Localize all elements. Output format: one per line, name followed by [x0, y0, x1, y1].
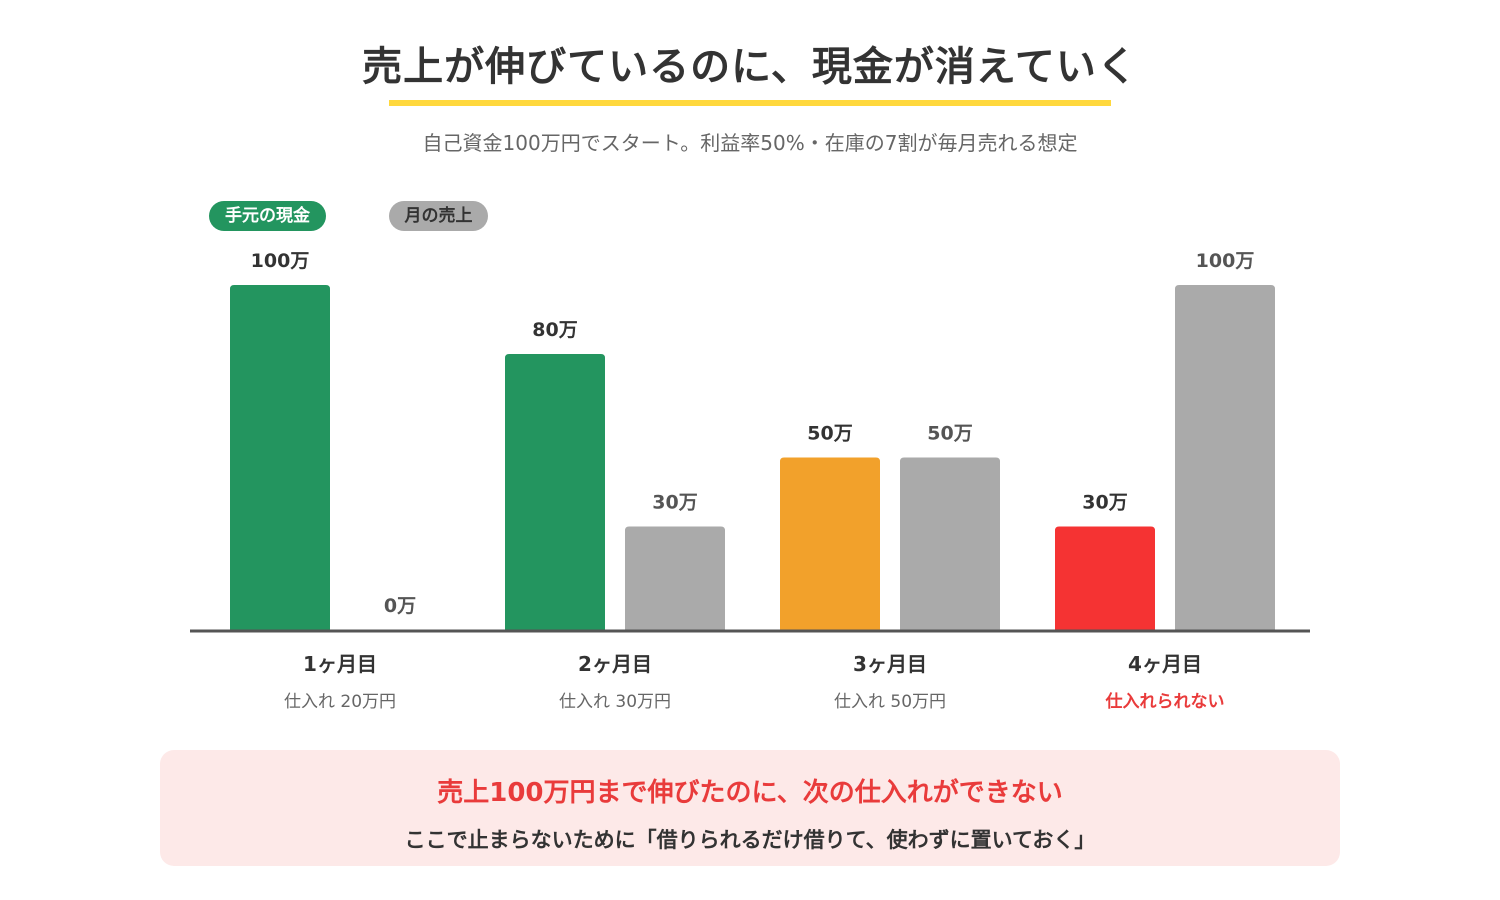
- callout-box: 売上100万円まで伸びたのに、次の仕入れができない ここで止まらないために「借り…: [160, 750, 1340, 866]
- sales-bar: [900, 457, 1000, 630]
- cash-value-label: 80万: [532, 319, 577, 341]
- cash-value-label: 30万: [1082, 492, 1127, 514]
- legend-cash: 手元の現金: [209, 201, 326, 231]
- month-label: 3ヶ月目: [853, 652, 927, 676]
- cash-bar: [505, 354, 605, 630]
- month-label: 1ヶ月目: [303, 652, 377, 676]
- purchase-note: 仕入れ 20万円: [284, 692, 396, 712]
- cash-value-label: 100万: [251, 250, 310, 272]
- sales-value-label: 0万: [384, 595, 416, 617]
- page-subtitle: 自己資金100万円でスタート。利益率50%・在庫の7割が毎月売れる想定: [422, 131, 1078, 155]
- cash-bar: [1055, 526, 1155, 630]
- callout-main-text: 売上100万円まで伸びたのに、次の仕入れができない: [437, 778, 1063, 808]
- month-label: 4ヶ月目: [1128, 652, 1202, 676]
- sales-bar: [1175, 285, 1275, 630]
- sales-value-label: 50万: [927, 423, 972, 445]
- sales-value-label: 30万: [652, 492, 697, 514]
- title-underline: [389, 100, 1111, 106]
- cash-value-label: 50万: [807, 423, 852, 445]
- legend-sales: 月の売上: [389, 201, 488, 231]
- cash-bar: [230, 285, 330, 630]
- callout-sub-text: ここで止まらないために「借りられるだけ借りて、使わずに置いておく」: [404, 828, 1096, 852]
- sales-bar: [625, 526, 725, 630]
- purchase-note: 仕入れられない: [1105, 691, 1225, 712]
- purchase-note: 仕入れ 50万円: [834, 692, 946, 712]
- cash-bar: [780, 457, 880, 630]
- page-title: 売上が伸びているのに、現金が消えていく: [362, 44, 1138, 90]
- month-label: 2ヶ月目: [578, 652, 652, 676]
- purchase-note: 仕入れ 30万円: [559, 692, 671, 712]
- sales-value-label: 100万: [1196, 250, 1255, 272]
